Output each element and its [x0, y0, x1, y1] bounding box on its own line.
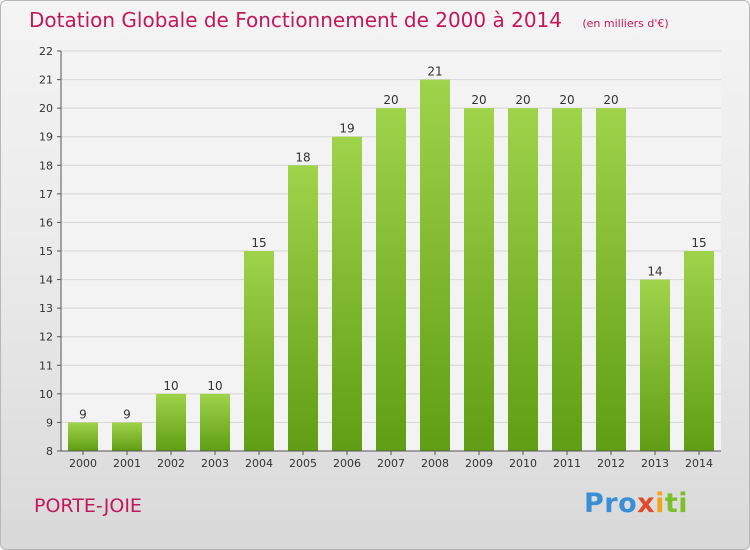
bar	[288, 165, 318, 452]
data-label: 9	[79, 407, 87, 421]
bar	[200, 393, 230, 451]
y-tick-label: 20	[39, 102, 53, 115]
x-tick-label: 2005	[289, 457, 317, 470]
y-tick-label: 21	[39, 74, 53, 87]
x-tick-label: 2006	[333, 457, 361, 470]
x-tick-label: 2001	[113, 457, 141, 470]
y-tick-label: 19	[39, 131, 53, 144]
y-tick-label: 15	[39, 245, 53, 258]
x-tick-label: 2004	[245, 457, 273, 470]
bar	[464, 108, 494, 452]
y-tick-label: 8	[46, 445, 53, 458]
x-tick-label: 2003	[201, 457, 229, 470]
x-tick-label: 2013	[641, 457, 669, 470]
y-tick-label: 11	[39, 359, 53, 372]
data-label: 20	[471, 93, 486, 107]
commune-name: PORTE-JOIE	[34, 495, 142, 517]
bar	[112, 422, 142, 451]
x-tick-label: 2007	[377, 457, 405, 470]
y-tick-label: 10	[39, 388, 53, 401]
y-tick-label: 22	[39, 45, 53, 58]
data-label: 15	[691, 236, 706, 250]
y-tick-label: 18	[39, 159, 53, 172]
data-label: 20	[559, 93, 574, 107]
data-label: 15	[251, 236, 266, 250]
y-tick-label: 17	[39, 188, 53, 201]
y-tick-label: 16	[39, 216, 53, 229]
bar	[156, 393, 186, 451]
bar	[640, 279, 670, 451]
x-tick-label: 2008	[421, 457, 449, 470]
y-tick-label: 13	[39, 302, 53, 315]
data-label: 10	[207, 379, 222, 393]
data-label: 20	[515, 93, 530, 107]
y-tick-label: 12	[39, 331, 53, 344]
logo-part: x	[637, 488, 656, 519]
bar	[596, 108, 626, 452]
data-label: 18	[295, 150, 310, 164]
x-tick-label: 2012	[597, 457, 625, 470]
proxiti-logo: Proxiti	[584, 488, 688, 519]
x-tick-label: 2014	[685, 457, 713, 470]
data-label: 14	[647, 265, 662, 279]
x-tick-label: 2000	[69, 457, 97, 470]
logo-part: i	[655, 488, 665, 519]
data-label: 20	[603, 93, 618, 107]
data-label: 20	[383, 93, 398, 107]
chart-title: Dotation Globale de Fonctionnement de 20…	[29, 8, 669, 32]
x-tick-label: 2002	[157, 457, 185, 470]
x-tick-label: 2011	[553, 457, 581, 470]
x-tick-label: 2010	[509, 457, 537, 470]
bar	[508, 108, 538, 452]
y-tick-label: 9	[46, 416, 53, 429]
chart-subtitle: (en milliers d'€)	[582, 17, 669, 30]
data-label: 9	[123, 407, 131, 421]
bar	[420, 79, 450, 452]
bar	[244, 251, 274, 451]
x-tick-label: 2009	[465, 457, 493, 470]
logo-part: Pro	[584, 488, 638, 519]
bar	[68, 422, 98, 451]
data-label: 19	[339, 122, 354, 136]
bar	[376, 108, 406, 452]
data-label: 10	[163, 379, 178, 393]
bar	[684, 251, 714, 451]
y-tick-label: 14	[39, 274, 53, 287]
bar	[552, 108, 582, 452]
data-label: 21	[427, 65, 442, 79]
chart-title-text: Dotation Globale de Fonctionnement de 20…	[29, 8, 562, 32]
logo-part: ti	[664, 488, 689, 519]
bar	[332, 136, 362, 451]
